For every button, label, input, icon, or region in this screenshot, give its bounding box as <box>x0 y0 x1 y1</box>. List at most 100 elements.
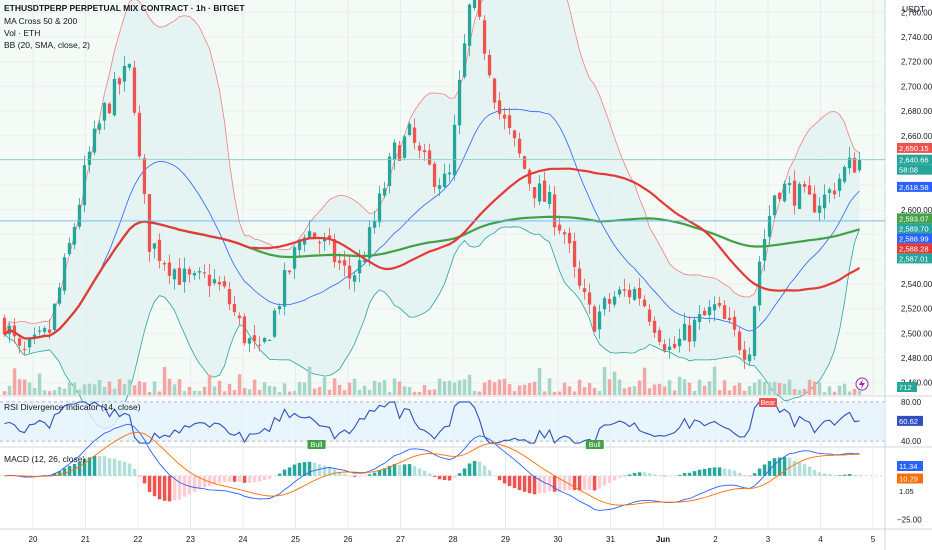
candle <box>517 132 522 158</box>
candle <box>602 295 607 316</box>
candle <box>842 165 847 184</box>
macd-histogram-bar <box>827 474 832 476</box>
volume-bar <box>467 374 472 395</box>
volume-bar <box>117 379 122 395</box>
volume-bar <box>737 382 742 395</box>
volume-bar <box>237 374 242 395</box>
macd-histogram-bar <box>417 468 422 476</box>
macd-histogram-bar <box>777 457 782 476</box>
candle-body <box>357 260 362 274</box>
candle-body <box>247 338 252 344</box>
price-axis-tick: 2,660.00 <box>901 132 932 141</box>
macd-histogram-bar <box>837 475 842 476</box>
candle-body <box>387 156 392 186</box>
candle <box>442 163 447 188</box>
macd-title[interactable]: MACD (12, 26, close) <box>4 454 85 464</box>
volume-value-bg <box>897 382 917 392</box>
volume-bar <box>537 368 542 395</box>
candle <box>247 337 252 353</box>
volume-bar <box>787 379 792 395</box>
volume-bar <box>622 388 627 395</box>
macd-histogram-bar <box>832 475 837 476</box>
candle <box>192 270 197 280</box>
volume-bar <box>242 388 247 395</box>
volume-bar <box>712 366 717 395</box>
candle-body <box>682 323 687 341</box>
volume-bar <box>262 382 267 395</box>
volume-bar <box>142 382 147 395</box>
volume-bar <box>297 381 302 395</box>
candle-body <box>707 306 712 316</box>
volume-bar <box>397 381 402 395</box>
candle <box>692 317 697 348</box>
candle <box>167 254 172 284</box>
price-label-text: 2,587.01 <box>899 254 929 263</box>
time-axis-tick: Jun <box>656 535 670 544</box>
candle <box>592 304 597 332</box>
macd-histogram-bar <box>712 467 717 476</box>
macd-histogram-bar <box>852 475 857 476</box>
candle <box>672 336 677 350</box>
volume-bar <box>77 389 82 395</box>
price-axis-tick: 2,700.00 <box>901 82 932 91</box>
candle-body <box>672 343 677 348</box>
candle <box>32 327 37 345</box>
volume-bar <box>192 390 197 395</box>
indicator-volume[interactable]: Vol · ETH <box>4 28 40 38</box>
candle <box>792 170 797 215</box>
volume-value-text: 712 <box>899 383 912 392</box>
volume-bar <box>22 379 27 395</box>
candle <box>207 263 212 298</box>
candle-body <box>257 344 262 346</box>
macd-histogram-bar <box>377 470 382 476</box>
macd-histogram-bar <box>522 475 527 492</box>
candle-body <box>237 315 242 319</box>
candle <box>542 171 547 202</box>
volume-bar <box>642 367 647 395</box>
candle-body <box>742 349 747 360</box>
rsi-title[interactable]: RSI Divergence Indicator (14, close) <box>4 402 141 412</box>
macd-histogram-bar <box>262 475 267 481</box>
macd-histogram-bar <box>647 473 652 476</box>
candle <box>427 143 432 166</box>
volume-bar <box>157 391 162 395</box>
volume-bar <box>512 391 517 395</box>
candle <box>437 178 442 197</box>
price-axis-tick: 2,600.00 <box>901 206 932 215</box>
indicator-ma-cross[interactable]: MA Cross 50 & 200 <box>4 16 78 26</box>
volume-bar <box>42 390 47 395</box>
candle-body <box>262 337 267 342</box>
volume-bar <box>732 385 737 395</box>
candle-body <box>202 272 207 274</box>
volume-bar <box>382 380 387 395</box>
candle-body <box>82 165 87 206</box>
symbol-title[interactable]: ETHUSDTPERP PERPETUAL MIX CONTRACT · 1h … <box>4 3 245 13</box>
candles <box>2 0 862 369</box>
macd-histogram-bar <box>817 472 822 476</box>
candle <box>632 286 637 302</box>
candle-body <box>837 178 842 191</box>
candle-body <box>277 306 282 310</box>
candle-body <box>27 339 32 348</box>
macd-histogram-bar <box>462 468 467 476</box>
candle-body <box>727 317 732 320</box>
macd-histogram-bar <box>337 471 342 476</box>
indicator-bb[interactable]: BB (20, SMA, close, 2) <box>4 40 90 50</box>
candle <box>582 278 587 300</box>
candle <box>572 232 577 278</box>
macd-histogram-bar <box>82 459 87 476</box>
candle-body <box>482 20 487 54</box>
volume-bar <box>722 380 727 395</box>
candle-body <box>507 115 512 128</box>
bb-basis-line <box>4 108 860 339</box>
candle <box>722 300 727 320</box>
candle <box>127 63 132 71</box>
macd-histogram-bar <box>422 470 427 476</box>
candle-body <box>617 289 622 295</box>
volume-bar <box>317 386 322 395</box>
candle-body <box>77 204 82 227</box>
volume-bar <box>352 378 357 395</box>
candle-body <box>447 172 452 175</box>
candle-body <box>167 262 172 276</box>
candle-body <box>187 269 192 275</box>
